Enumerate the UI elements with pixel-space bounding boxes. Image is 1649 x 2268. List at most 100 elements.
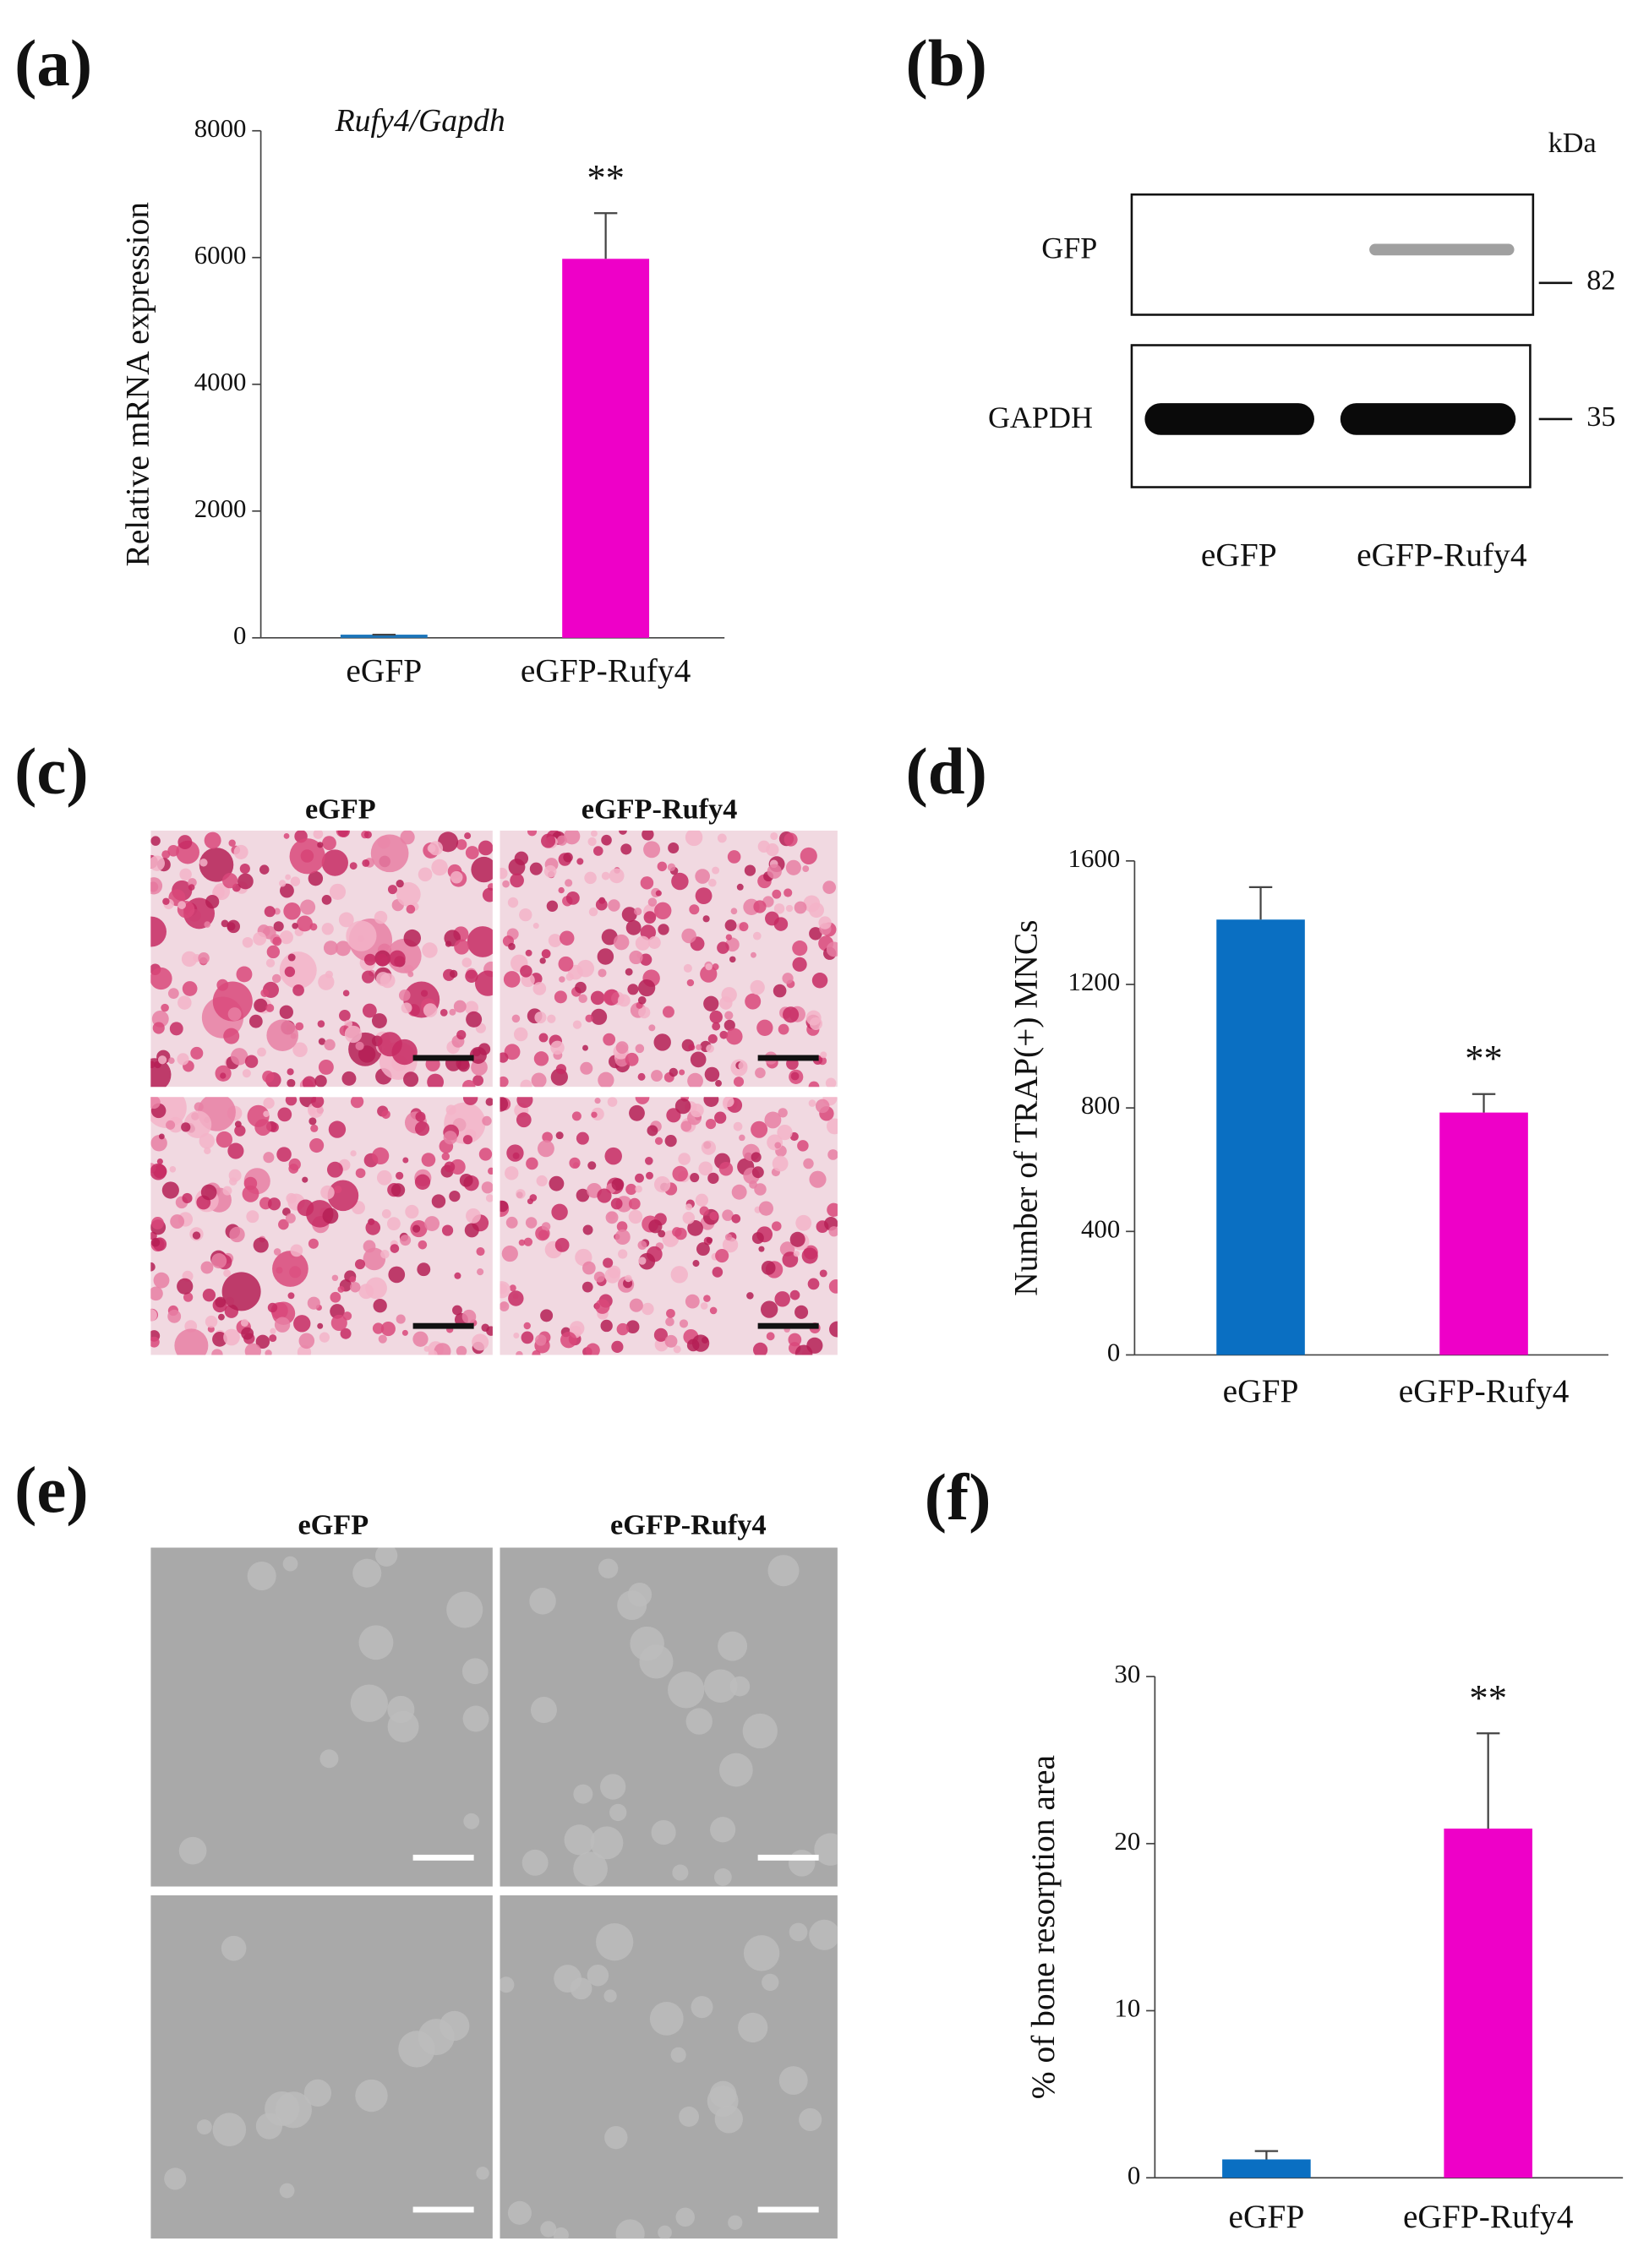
significance-label: ** — [1465, 1037, 1503, 1079]
cell — [264, 906, 276, 918]
cell — [738, 1060, 748, 1071]
y-tick-label: 2000 — [194, 494, 247, 523]
cell — [403, 929, 422, 947]
cell — [462, 1705, 489, 1732]
cell — [525, 949, 532, 957]
cell — [424, 1216, 440, 1231]
micrograph — [500, 1547, 838, 1887]
cell — [558, 886, 565, 894]
cell — [254, 1119, 272, 1136]
cell — [234, 1125, 246, 1137]
cell — [758, 1201, 773, 1216]
cell — [511, 1014, 521, 1023]
cell — [488, 1167, 493, 1175]
x-tick-label: eGFP — [1228, 2198, 1304, 2235]
cell — [390, 1183, 406, 1197]
cell — [415, 1111, 426, 1122]
cell — [774, 1142, 782, 1149]
panel-label: (d) — [906, 735, 987, 809]
cell — [679, 2106, 700, 2127]
cell — [243, 1176, 258, 1191]
cell — [587, 1161, 597, 1170]
cell — [729, 1676, 751, 1697]
cell — [297, 915, 313, 932]
cell — [380, 1250, 390, 1259]
cell — [709, 1306, 718, 1315]
cell — [427, 1073, 445, 1088]
cell — [603, 1989, 617, 2003]
cell — [329, 883, 347, 901]
cell — [398, 990, 411, 1001]
cell — [792, 940, 808, 957]
cell — [242, 936, 254, 948]
cell — [653, 1033, 671, 1051]
cell — [604, 1268, 620, 1284]
cell — [582, 1261, 596, 1275]
cell — [223, 1328, 240, 1346]
cell — [630, 1626, 664, 1661]
cell — [288, 1158, 301, 1171]
cell — [150, 1135, 167, 1152]
cell — [548, 934, 562, 947]
cell — [543, 864, 557, 878]
cell — [461, 1309, 477, 1324]
cell — [452, 1305, 462, 1316]
cell — [330, 1314, 347, 1332]
cell — [388, 1266, 406, 1284]
cell — [772, 889, 782, 899]
cell — [283, 832, 290, 839]
cell — [537, 1140, 554, 1158]
cell — [715, 1080, 722, 1087]
cell — [625, 1274, 632, 1283]
cell — [576, 959, 595, 978]
cell — [576, 858, 584, 865]
cell — [613, 934, 630, 951]
cell — [603, 1257, 614, 1268]
cell — [703, 1097, 719, 1107]
cell — [819, 1269, 827, 1278]
cell — [751, 951, 756, 958]
cell — [331, 1274, 339, 1282]
cell — [783, 1006, 800, 1023]
cell — [712, 1267, 723, 1278]
cell — [428, 1349, 438, 1355]
cell — [554, 990, 567, 1004]
cell — [454, 1272, 461, 1279]
cell — [279, 951, 317, 990]
cell — [762, 1973, 779, 1992]
bar — [340, 635, 428, 638]
cell — [645, 1156, 653, 1165]
cell — [797, 1140, 809, 1152]
cell — [756, 1019, 773, 1036]
micrograph-background — [500, 1895, 838, 2239]
cell — [665, 1317, 674, 1327]
cell — [346, 920, 377, 951]
cell — [222, 1186, 232, 1196]
cell — [605, 1211, 619, 1224]
y-axis-label: Number of TRAP(+) MNCs — [1007, 919, 1044, 1295]
cell — [375, 1547, 398, 1567]
micrograph — [150, 1097, 493, 1355]
cell — [205, 1315, 218, 1328]
cell — [309, 1117, 317, 1126]
cell — [584, 871, 597, 885]
cell — [827, 1202, 838, 1218]
cell — [161, 1181, 179, 1199]
cell — [778, 2066, 808, 2096]
panel-label: (c) — [14, 735, 89, 809]
cell — [266, 945, 281, 959]
cell — [401, 1329, 408, 1336]
cell — [509, 1284, 516, 1292]
cell — [253, 1237, 269, 1253]
cell — [363, 953, 376, 966]
cell — [507, 2200, 532, 2225]
cell — [204, 921, 211, 928]
cell — [530, 1697, 557, 1724]
cell — [724, 1233, 733, 1241]
cell — [704, 1066, 720, 1082]
cell — [161, 1003, 169, 1012]
cell — [503, 971, 521, 988]
cell — [719, 1030, 729, 1039]
scale-bar — [757, 1322, 819, 1329]
cell — [287, 953, 296, 962]
